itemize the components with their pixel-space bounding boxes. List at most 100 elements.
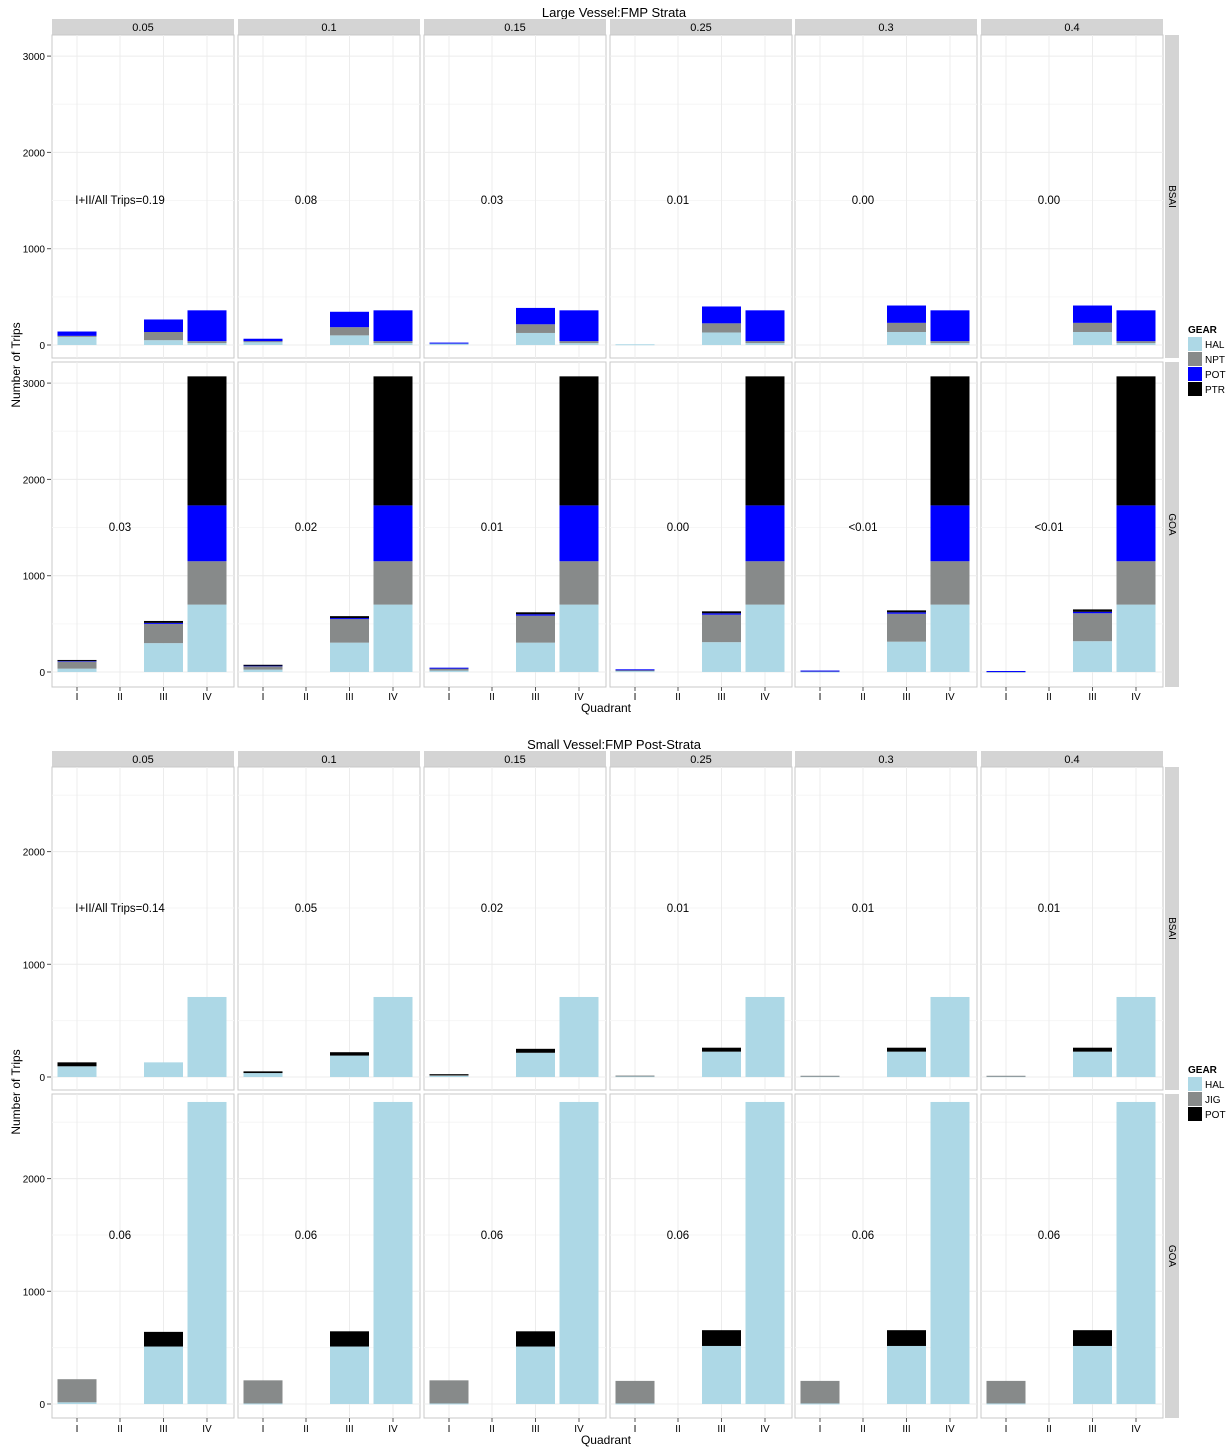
bar-segment-hal [559, 1101, 599, 1404]
facet-col-label: 0.3 [878, 22, 893, 34]
bar-segment-pot [516, 1048, 555, 1053]
legend-label: POT [1205, 370, 1226, 381]
facet-col-label: 0.3 [878, 754, 893, 766]
bar-segment-ptr [187, 376, 227, 506]
bar-segment-ptr [702, 611, 741, 614]
panel-annotation: I+II/All Trips=0.14 [75, 903, 165, 915]
bar-segment-pot [57, 331, 97, 336]
chart-title: Small Vessel:FMP Post-Strata [527, 737, 702, 752]
bar-segment-jig [615, 1380, 655, 1404]
x-tick-label: III [531, 692, 539, 703]
facet-panel [609, 34, 793, 359]
bar-segment-pot [330, 311, 369, 328]
bar-segment-pot [373, 310, 413, 342]
facet-panel [423, 34, 607, 359]
panel-annotation: 0.02 [481, 903, 503, 915]
x-tick-label: IV [1131, 692, 1141, 703]
facet-col-label: 0.1 [321, 754, 336, 766]
bar-segment-hal [144, 340, 183, 345]
y-tick-label: 2000 [23, 1175, 46, 1186]
panel-annotation: 0.06 [295, 1230, 317, 1242]
y-tick-label: 3000 [23, 52, 46, 63]
facet-strip [610, 19, 792, 35]
chart-large-vessel: Large Vessel:FMP Strata 0.05 0.1 0.15 0.25 0.… [9, 5, 1226, 715]
bar-segment-pot [615, 669, 655, 671]
bar-segment-hal [800, 671, 840, 673]
panel-annotation: <0.01 [1034, 522, 1063, 534]
bar-segment-jig [243, 1380, 283, 1404]
y-tick-label: 1000 [23, 1287, 46, 1298]
bar-segment-jig [800, 1075, 840, 1077]
facet-row-strip [1165, 35, 1179, 358]
bar-segment-hal [986, 1403, 1026, 1405]
bar-segment-hal [429, 1075, 469, 1077]
bar-segment-pot [559, 505, 599, 562]
bar-segment-pot [373, 505, 413, 562]
bar-segment-hal [930, 343, 970, 345]
bar-segment-pot [187, 505, 227, 562]
facet-row-strip [1165, 1094, 1179, 1418]
bar-segment-pot [429, 342, 469, 344]
bar-segment-jig [57, 1379, 97, 1403]
bar-segment-pot [800, 670, 840, 672]
legend-title: GEAR [1188, 1065, 1218, 1076]
panel-annotation: 0.06 [481, 1230, 503, 1242]
bar-segment-npt [187, 561, 227, 605]
bar-segment-hal [887, 1051, 926, 1077]
panel-annotation: 0.03 [109, 522, 131, 534]
bar-segment-jig [429, 1074, 469, 1076]
x-tick-label: II [117, 692, 123, 703]
y-axis-label: Number of Trips [9, 322, 23, 407]
legend-swatch [1188, 367, 1202, 381]
bar-segment-hal [373, 1101, 413, 1404]
bar-segment-pot [887, 1330, 926, 1346]
bar-segment-hal [745, 604, 785, 672]
bar-segment-hal [887, 641, 926, 672]
chart-title: Large Vessel:FMP Strata [542, 5, 687, 20]
bar-segment-hal [516, 642, 555, 672]
facet-col-label: 0.25 [690, 22, 711, 34]
x-tick-label: III [159, 1424, 167, 1435]
bar-segment-hal [373, 604, 413, 672]
bar-segment-ptr [516, 612, 555, 615]
panel-annotation: 0.05 [295, 903, 317, 915]
chart-small-vessel: Small Vessel:FMP Post-Strata 0.05 0.1 0.15 0… [9, 737, 1226, 1447]
bar-segment-hal [559, 996, 599, 1077]
bar-segment-pot [516, 1331, 555, 1347]
bar-segment-npt [559, 341, 599, 344]
legend-label: HAL [1205, 1080, 1225, 1091]
x-tick-label: IV [574, 1424, 584, 1435]
x-tick-label: IV [574, 692, 584, 703]
legend-swatch [1188, 1077, 1202, 1091]
x-tick-label: II [117, 1424, 123, 1435]
bar-segment-npt [1116, 341, 1156, 344]
x-tick-label: IV [202, 692, 212, 703]
bar-segment-hal [615, 1403, 655, 1405]
bar-segment-ptr [144, 620, 183, 623]
y-tick-label: 0 [39, 341, 45, 352]
legend: GEAR HAL NPT POT PTR [1188, 325, 1226, 396]
bar-segment-pot [887, 305, 926, 323]
bar-segment-npt [330, 619, 369, 643]
bar-segment-pot [187, 310, 227, 342]
bar-segment-hal [702, 332, 741, 345]
bar-segment-npt [330, 327, 369, 336]
bar-segment-pot [429, 667, 469, 669]
legend-label: HAL [1205, 340, 1225, 351]
bar-segment-ptr [745, 376, 785, 506]
x-tick-label: III [345, 1424, 353, 1435]
bar-segment-pot [1073, 611, 1112, 614]
panel-annotation: 0.01 [481, 522, 503, 534]
legend-swatch [1188, 337, 1202, 351]
bar-segment-pot [745, 310, 785, 342]
bar-segment-ptr [559, 376, 599, 506]
facet-row-strip [1165, 362, 1179, 687]
panel-annotation: 0.02 [295, 522, 317, 534]
y-tick-label: 1000 [23, 960, 46, 971]
bar-segment-pot [144, 622, 183, 624]
bar-segment-hal [887, 331, 926, 345]
panel-annotation: 0.06 [109, 1230, 131, 1242]
bar-segment-hal [429, 670, 469, 672]
bar-segment-hal [57, 1066, 97, 1077]
